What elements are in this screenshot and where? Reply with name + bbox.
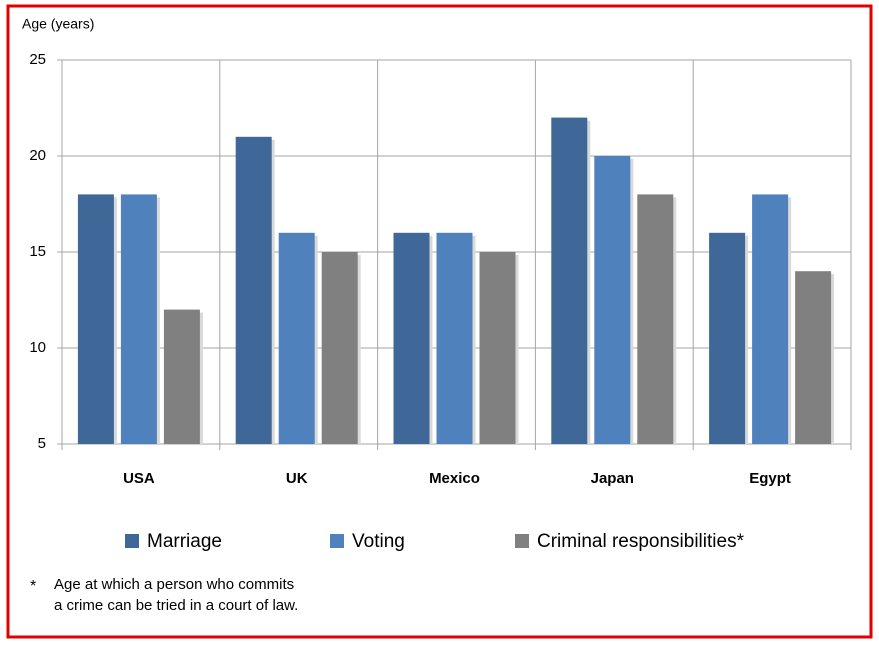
bar (594, 156, 631, 444)
y-tick-label: 25 (29, 51, 46, 68)
bar (436, 232, 473, 444)
footnote-marker: * (30, 578, 36, 595)
bar (163, 309, 200, 444)
y-axis-label: Age (years) (22, 16, 94, 32)
legend-swatch (125, 534, 139, 548)
x-tick-label: Mexico (429, 470, 480, 487)
x-tick-label: USA (123, 470, 155, 487)
bar (77, 194, 114, 444)
bar (795, 271, 832, 444)
x-tick-label: Japan (591, 470, 634, 487)
bar (479, 252, 516, 444)
bar (393, 232, 430, 444)
bar (120, 194, 157, 444)
y-tick-label: 10 (29, 339, 46, 356)
bar (321, 252, 358, 444)
bar (551, 117, 588, 444)
bar (637, 194, 674, 444)
y-tick-label: 5 (38, 435, 46, 452)
legend-label: Marriage (147, 531, 222, 552)
bar (235, 136, 272, 445)
legend-label: Criminal responsibilities* (537, 531, 745, 552)
y-tick-label: 15 (29, 243, 46, 260)
legend-label: Voting (352, 531, 405, 552)
footnote-text: a crime can be tried in a court of law. (54, 597, 298, 614)
legend-swatch (515, 534, 529, 548)
bar (709, 232, 746, 444)
x-tick-label: UK (286, 470, 308, 487)
y-tick-label: 20 (29, 147, 46, 164)
legend-swatch (330, 534, 344, 548)
bar (278, 232, 315, 444)
x-tick-label: Egypt (749, 470, 791, 487)
bar (752, 194, 789, 444)
footnote-text: Age at which a person who commits (54, 576, 294, 593)
